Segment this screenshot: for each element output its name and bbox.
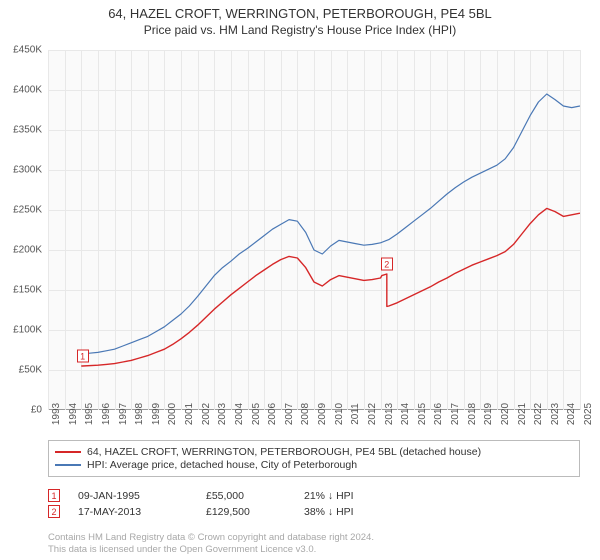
y-axis-label: £0	[31, 405, 42, 416]
legend-label: HPI: Average price, detached house, City…	[87, 459, 357, 471]
sale-price: £129,500	[206, 506, 286, 518]
footer-line-1: Contains HM Land Registry data © Crown c…	[48, 532, 580, 544]
y-axis-label: £50K	[19, 365, 42, 376]
series-subject	[81, 208, 580, 366]
footer-attribution: Contains HM Land Registry data © Crown c…	[48, 532, 580, 556]
sale-row: 2 17-MAY-2013 £129,500 38% ↓ HPI	[48, 505, 580, 518]
sale-marker-icon: 1	[48, 489, 60, 502]
sale-hpi-diff: 38% ↓ HPI	[304, 506, 384, 518]
title-line-2: Price paid vs. HM Land Registry's House …	[0, 23, 600, 37]
y-axis-label: £300K	[13, 165, 42, 176]
price-chart: £0£50K£100K£150K£200K£250K£300K£350K£400…	[48, 50, 580, 410]
sales-table: 1 09-JAN-1995 £55,000 21% ↓ HPI 2 17-MAY-2013…	[48, 486, 580, 521]
legend: 64, HAZEL CROFT, WERRINGTON, PETERBOROUG…	[48, 440, 580, 477]
sale-marker-2: 2	[381, 258, 393, 271]
sale-hpi-diff: 21% ↓ HPI	[304, 490, 384, 502]
series-hpi	[81, 94, 580, 354]
x-gridline	[580, 50, 581, 410]
footer-line-2: This data is licensed under the Open Gov…	[48, 544, 580, 556]
y-axis-label: £350K	[13, 125, 42, 136]
x-axis-label: 2025	[583, 403, 594, 425]
y-axis-label: £100K	[13, 325, 42, 336]
legend-row: HPI: Average price, detached house, City…	[55, 459, 573, 471]
chart-title-block: 64, HAZEL CROFT, WERRINGTON, PETERBOROUG…	[0, 0, 600, 37]
legend-swatch	[55, 464, 81, 466]
sale-marker-icon: 2	[48, 505, 60, 518]
legend-swatch	[55, 451, 81, 453]
y-axis-label: £400K	[13, 85, 42, 96]
legend-row: 64, HAZEL CROFT, WERRINGTON, PETERBOROUG…	[55, 446, 573, 458]
y-axis-label: £250K	[13, 205, 42, 216]
legend-label: 64, HAZEL CROFT, WERRINGTON, PETERBOROUG…	[87, 446, 481, 458]
y-axis-label: £200K	[13, 245, 42, 256]
sale-row: 1 09-JAN-1995 £55,000 21% ↓ HPI	[48, 489, 580, 502]
sale-date: 17-MAY-2013	[78, 506, 188, 518]
sale-marker-1: 1	[77, 350, 89, 363]
y-axis-label: £450K	[13, 45, 42, 56]
title-line-1: 64, HAZEL CROFT, WERRINGTON, PETERBOROUG…	[0, 6, 600, 21]
sale-price: £55,000	[206, 490, 286, 502]
sale-date: 09-JAN-1995	[78, 490, 188, 502]
line-series-layer	[48, 50, 580, 410]
y-axis-label: £150K	[13, 285, 42, 296]
